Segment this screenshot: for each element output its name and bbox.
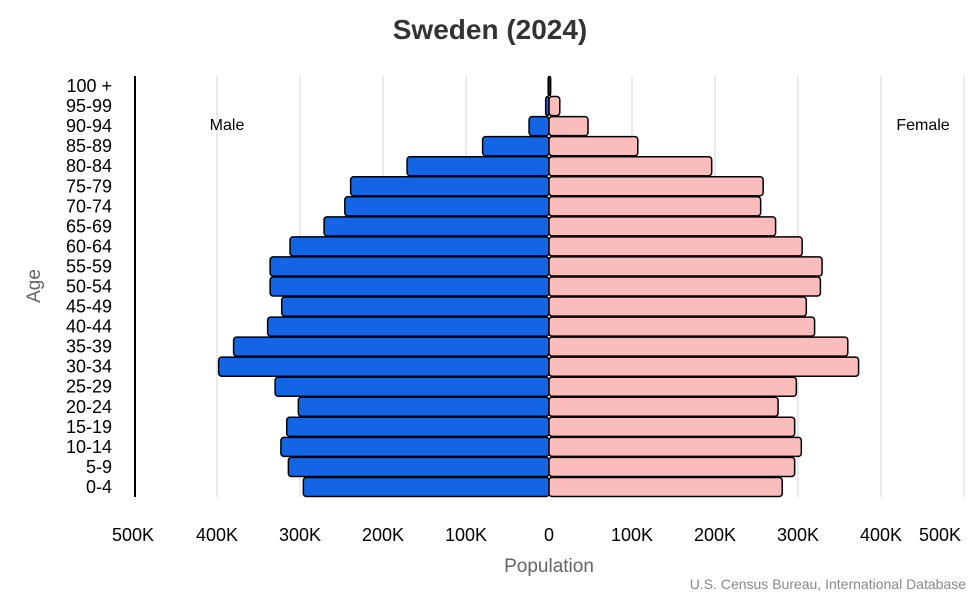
bar-female-20-24	[548, 396, 779, 418]
source-note: U.S. Census Bureau, International Databa…	[689, 576, 966, 592]
y-tick-label: 0-4	[86, 477, 112, 497]
y-tick-label: 80-84	[66, 156, 112, 176]
legend-male: Male	[210, 117, 245, 134]
x-tick-label: 400K	[196, 525, 238, 545]
y-tick-label: 30-34	[66, 357, 112, 377]
x-tick-label: 100K	[445, 525, 487, 545]
bar-female-75-79	[548, 175, 764, 197]
y-tick-label: 5-9	[86, 457, 112, 477]
bar-female-0-4	[548, 476, 783, 498]
y-tick-label: 10-14	[66, 437, 112, 457]
y-tick-label: 15-19	[66, 417, 112, 437]
bar-female-10-14	[548, 436, 803, 458]
bar-male-0-4	[302, 476, 550, 498]
bar-female-5-9	[548, 456, 796, 478]
bar-female-95-99	[548, 95, 561, 117]
bar-female-15-19	[548, 416, 796, 438]
x-tick-label: 500K	[919, 525, 961, 545]
bar-female-65-69	[548, 216, 777, 237]
bar-female-35-39	[548, 336, 849, 357]
y-tick-label: 50-54	[66, 277, 112, 297]
bar-female-80-84	[548, 155, 713, 177]
bar-male-65-69	[323, 216, 550, 237]
x-tick-label: 200K	[694, 525, 736, 545]
y-axis-label: Age	[24, 269, 45, 303]
y-tick-label: 100 +	[66, 76, 112, 96]
x-axis-label: Population	[504, 556, 594, 577]
bar-male-50-54	[269, 276, 550, 297]
y-tick-label: 25-29	[66, 377, 112, 397]
legend-female: Female	[896, 117, 949, 134]
bar-female-70-74	[548, 196, 762, 217]
x-tick-label: 100K	[611, 525, 653, 545]
bar-female-40-44	[548, 316, 816, 337]
y-tick-label: 55-59	[66, 256, 112, 276]
bar-male-35-39	[232, 336, 550, 357]
bar-male-10-14	[280, 436, 550, 458]
bar-male-25-29	[274, 376, 550, 398]
bar-male-20-24	[297, 396, 550, 418]
x-tick-label: 300K	[279, 525, 321, 545]
y-tick-label: 90-94	[66, 116, 112, 136]
y-tick-label: 20-24	[66, 397, 112, 417]
bar-male-55-59	[269, 256, 550, 277]
bar-male-85-89	[481, 135, 550, 157]
bar-male-30-34	[217, 356, 550, 377]
bar-female-25-29	[548, 376, 798, 398]
bar-female-45-49	[548, 296, 808, 317]
y-tick-label: 45-49	[66, 297, 112, 317]
bar-female-90-94	[548, 115, 589, 137]
bar-female-60-64	[548, 236, 803, 257]
bar-male-5-9	[287, 456, 550, 478]
bar-male-40-44	[266, 316, 550, 337]
y-tick-label: 70-74	[66, 196, 112, 216]
bar-male-90-94	[528, 115, 550, 137]
bar-female-50-54	[548, 276, 822, 297]
y-tick-label: 60-64	[66, 236, 112, 256]
x-tick-label: 400K	[860, 525, 902, 545]
y-tick-label: 40-44	[66, 317, 112, 337]
bar-female-100 +	[548, 75, 552, 97]
bar-female-55-59	[548, 256, 823, 277]
y-tick-label: 75-79	[66, 176, 112, 196]
x-tick-label: 500K	[112, 525, 154, 545]
bar-male-70-74	[344, 196, 550, 217]
x-tick-label: 0	[544, 525, 554, 545]
x-tick-label: 200K	[362, 525, 404, 545]
y-tick-label: 85-89	[66, 136, 112, 156]
bar-male-75-79	[349, 175, 550, 197]
bar-female-30-34	[548, 356, 860, 377]
bar-male-45-49	[280, 296, 550, 317]
chart-title: Sweden (2024)	[392, 14, 588, 45]
bar-male-15-19	[285, 416, 550, 438]
bar-female-85-89	[548, 135, 639, 157]
bar-male-80-84	[406, 155, 550, 177]
y-tick-label: 95-99	[66, 96, 112, 116]
y-tick-label: 35-39	[66, 337, 112, 357]
bar-male-60-64	[289, 236, 550, 257]
y-tick-label: 65-69	[66, 216, 112, 236]
x-tick-label: 300K	[777, 525, 819, 545]
